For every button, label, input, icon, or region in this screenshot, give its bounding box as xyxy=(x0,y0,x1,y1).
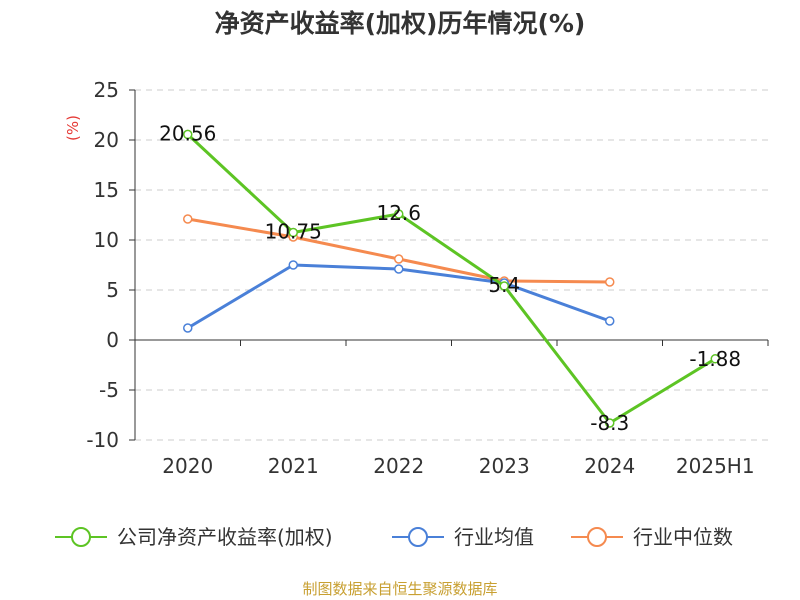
data-point xyxy=(710,354,720,364)
gridlines xyxy=(135,89,768,441)
series-line-1 xyxy=(186,263,611,330)
data-label: 20.56 xyxy=(159,121,216,145)
x-tick-label: 2022 xyxy=(373,454,424,478)
legend-swatch-marker xyxy=(71,527,91,547)
y-tick-label: -10 xyxy=(86,428,119,452)
data-point xyxy=(605,316,615,326)
x-tick-label: 2020 xyxy=(162,454,213,478)
series-line-0 xyxy=(186,133,717,425)
legend-label: 行业均值 xyxy=(454,525,534,549)
data-point xyxy=(288,227,298,238)
data-label: 10.75 xyxy=(265,220,322,244)
legend-swatch-marker xyxy=(408,527,428,547)
y-axis-unit: (%) xyxy=(64,115,82,141)
x-tick-label: 2024 xyxy=(584,454,635,478)
data-label: -8.3 xyxy=(590,411,629,435)
y-tick-label: 0 xyxy=(106,328,119,352)
y-tick-label: 20 xyxy=(94,128,119,152)
y-tick-label: 15 xyxy=(94,178,119,202)
legend-label: 公司净资产收益率(加权) xyxy=(117,525,333,549)
y-tick-label: -5 xyxy=(99,378,119,402)
data-point xyxy=(288,260,298,270)
legend: 公司净资产收益率(加权) 行业均值 行业中位数 xyxy=(55,525,733,549)
y-tick-label: 10 xyxy=(94,228,119,252)
x-tick-label: 2023 xyxy=(479,454,530,478)
data-label: -1.88 xyxy=(689,347,741,371)
series-group xyxy=(183,129,720,428)
data-point xyxy=(183,323,193,333)
legend-label: 行业中位数 xyxy=(633,525,733,549)
data-point xyxy=(183,129,193,140)
data-labels: 20.56 10.75 12.6 5.4 -8.3 -1.88 xyxy=(159,121,741,435)
y-tick-label: 25 xyxy=(94,78,119,102)
data-label: 12.6 xyxy=(376,201,421,225)
data-point xyxy=(605,277,615,287)
data-point xyxy=(394,254,404,264)
data-point xyxy=(394,264,404,274)
x-tick-label: 2025H1 xyxy=(676,454,755,478)
data-point xyxy=(605,418,615,428)
data-point xyxy=(183,214,193,224)
data-label: 5.4 xyxy=(488,273,520,297)
chart-title: 净资产收益率(加权)历年情况(%) xyxy=(214,9,586,38)
x-tick-label: 2021 xyxy=(268,454,319,478)
legend-swatch-marker xyxy=(587,527,607,547)
data-point xyxy=(394,209,404,219)
y-tick-label: 5 xyxy=(106,278,119,302)
data-point xyxy=(499,281,509,291)
data-source-note: 制图数据来自恒生聚源数据库 xyxy=(302,580,498,598)
axes: 25 20 15 10 5 0 -5 -10 2020 2021 2022 2023 2024 2025H… xyxy=(64,78,769,478)
